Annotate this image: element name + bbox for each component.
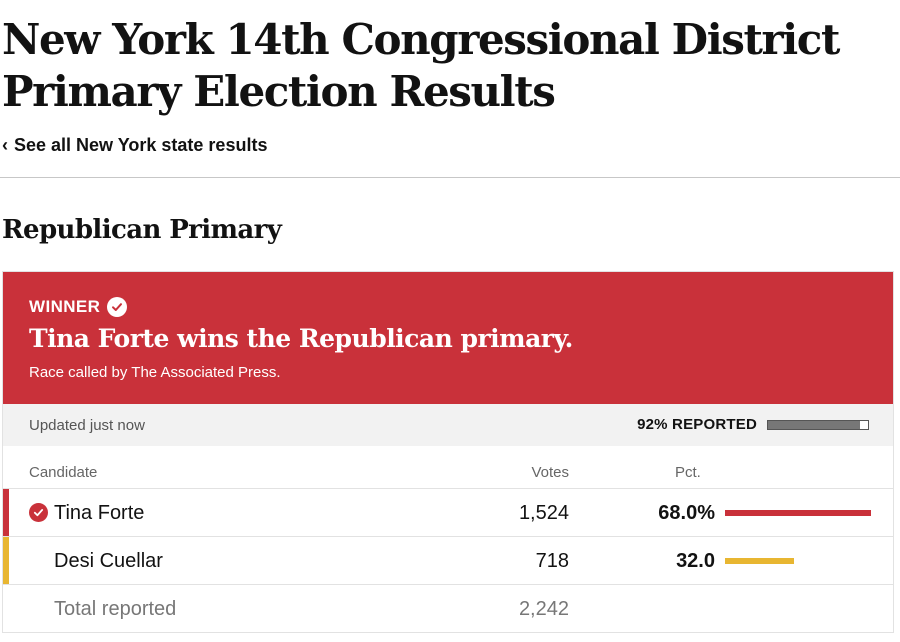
winner-label: WINNER (29, 297, 101, 316)
section-title: Republican Primary (2, 215, 282, 245)
page-title: New York 14th Congressional District Pri… (2, 14, 892, 118)
see-all-state-results-link[interactable]: ‹ See all New York state results (2, 135, 267, 156)
candidate-votes: 1,524 (518, 502, 569, 524)
candidate-color-stripe (3, 537, 9, 584)
total-label: Total reported (54, 598, 177, 620)
race-called-by: Race called by The Associated Press. (29, 364, 281, 381)
reported-label: 92% REPORTED (637, 416, 757, 433)
total-row: Total reported 2,242 (3, 585, 893, 633)
status-bar: Updated just now 92% REPORTED (3, 404, 893, 446)
results-card: WINNER Tina Forte wins the Republican pr… (2, 271, 894, 633)
total-votes: 2,242 (518, 598, 569, 620)
header-pct: Pct. (675, 464, 701, 481)
header-candidate: Candidate (29, 464, 98, 481)
page-title-line-1: New York 14th Congressional District (2, 15, 840, 64)
check-circle-icon (107, 297, 128, 317)
reported-progress-bar (767, 420, 869, 430)
candidate-color-stripe (3, 489, 9, 536)
winner-check-icon (29, 503, 48, 522)
candidate-pct-bar (725, 510, 871, 516)
winner-headline: Tina Forte wins the Republican primary. (29, 324, 573, 353)
header-votes: Votes (531, 464, 569, 481)
section-divider (0, 177, 900, 178)
see-all-state-results-label: See all New York state results (14, 135, 268, 155)
candidate-votes: 718 (535, 550, 569, 572)
chevron-left-icon: ‹ (2, 135, 8, 155)
reported-progress-fill (768, 421, 860, 429)
updated-timestamp: Updated just now (29, 417, 145, 434)
candidate-pct: 32.0 (676, 550, 715, 572)
winner-row: WINNER (29, 297, 128, 317)
table-row: Tina Forte 1,524 68.0% (3, 489, 893, 537)
table-header: Candidate Votes Pct. (3, 446, 893, 489)
winner-banner: WINNER Tina Forte wins the Republican pr… (3, 272, 893, 404)
table-row: Desi Cuellar 718 32.0 (3, 537, 893, 585)
candidate-name: Desi Cuellar (54, 550, 163, 572)
page-title-line-2: Primary Election Results (2, 67, 556, 116)
candidate-name: Tina Forte (54, 502, 145, 524)
candidate-pct-bar (725, 558, 794, 564)
candidate-pct: 68.0% (658, 502, 715, 524)
